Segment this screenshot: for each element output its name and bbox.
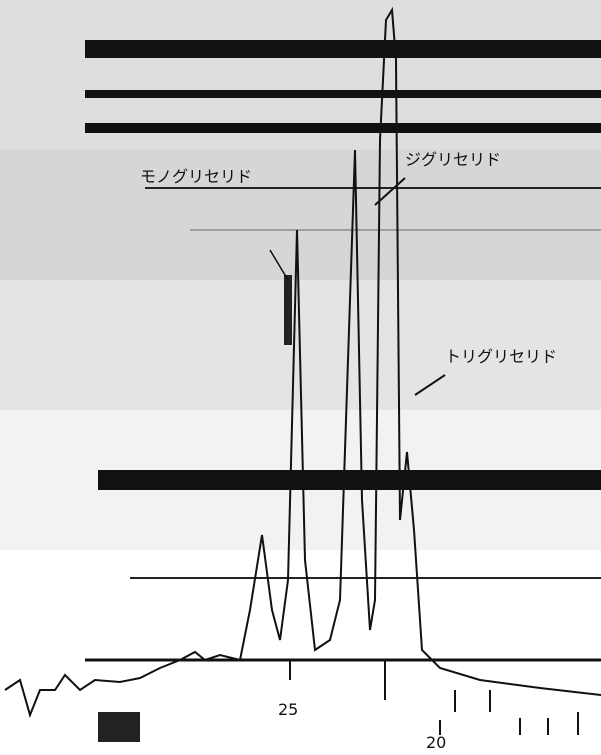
arrow	[374, 177, 406, 206]
scan-bar	[98, 712, 140, 742]
scan-bar	[85, 40, 601, 58]
axis-label: 25	[278, 700, 298, 719]
scan-bar	[85, 123, 601, 133]
scan-bar	[98, 470, 601, 490]
arrow	[414, 374, 446, 396]
scan-band	[0, 150, 601, 280]
peak-label: ジグリセリド	[405, 150, 501, 169]
peak-label: モノグリセリド	[140, 167, 252, 186]
scan-bar	[85, 90, 601, 98]
axis-label: 20	[426, 733, 446, 752]
axis-ticks	[289, 660, 579, 735]
scan-bar	[284, 275, 292, 345]
arrow	[269, 249, 289, 281]
chromatogram-trace	[4, 6, 601, 719]
peak-label: トリグリセリド	[445, 347, 557, 366]
